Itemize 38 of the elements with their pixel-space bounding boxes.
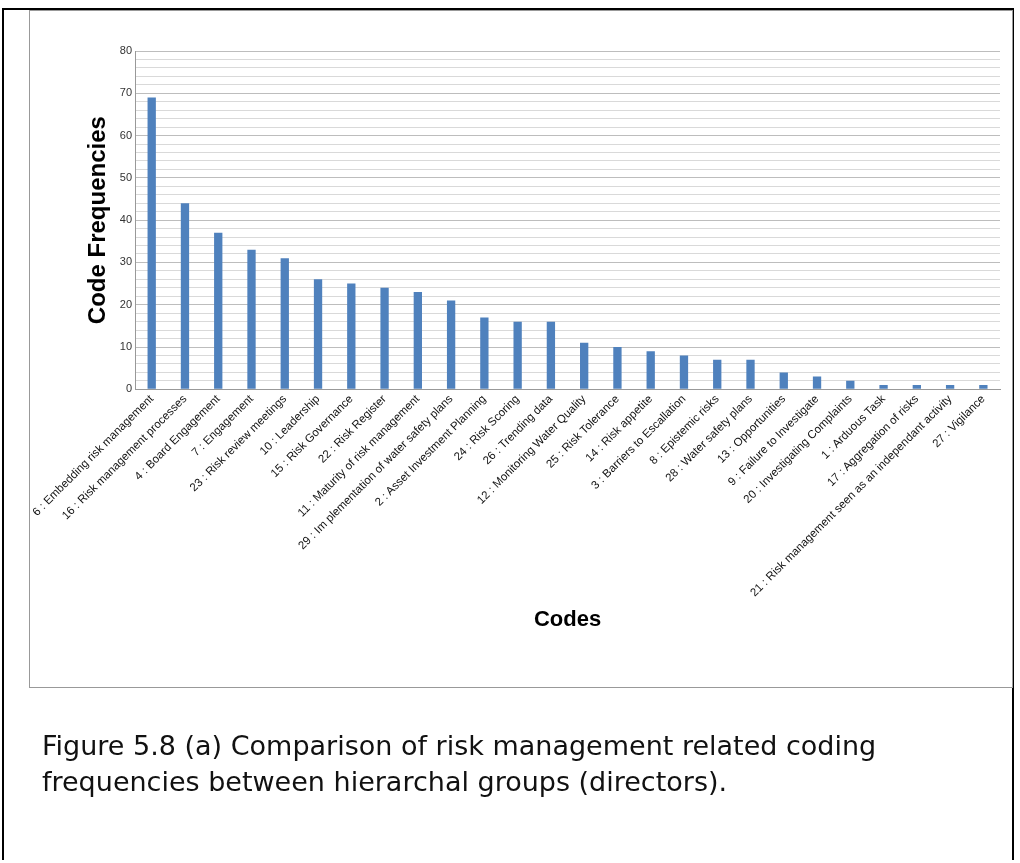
y-tick-label: 0 xyxy=(125,382,133,395)
bar xyxy=(513,321,522,389)
bar xyxy=(679,355,689,389)
y-tick-label: 40 xyxy=(119,213,133,226)
bar xyxy=(879,385,888,389)
caption: Figure 5.8 (a) Comparison of risk management related coding frequencies between hierarchal groups (directors). xyxy=(42,729,878,799)
bar xyxy=(280,258,289,389)
y-tick-label: 30 xyxy=(119,255,133,268)
bar xyxy=(480,317,489,389)
y-axis-title: Code Frequencies xyxy=(83,116,111,325)
bar xyxy=(180,203,190,389)
bar xyxy=(846,380,855,389)
bar xyxy=(779,372,788,389)
bar xyxy=(945,385,955,389)
y-tick-label: 60 xyxy=(119,128,133,141)
bar xyxy=(347,283,356,389)
y-tick-label: 50 xyxy=(119,170,133,183)
bar xyxy=(546,321,556,389)
bar xyxy=(613,347,622,389)
bar xyxy=(912,385,921,389)
bar xyxy=(214,232,223,389)
y-tick-label: 70 xyxy=(119,86,133,99)
bar xyxy=(413,292,422,389)
bar xyxy=(380,287,389,389)
bar xyxy=(746,359,755,389)
bar xyxy=(313,279,323,389)
bar xyxy=(646,351,655,389)
y-tick-label: 20 xyxy=(119,297,133,310)
bar xyxy=(812,376,822,389)
x-axis-title: Codes xyxy=(533,605,602,631)
y-tick-label: 80 xyxy=(119,44,133,57)
bar xyxy=(713,359,722,389)
bar xyxy=(147,97,156,389)
bar xyxy=(580,342,589,389)
bar xyxy=(979,385,988,389)
y-tick-label: 10 xyxy=(119,340,133,353)
bar xyxy=(446,300,456,389)
bar xyxy=(247,249,256,389)
